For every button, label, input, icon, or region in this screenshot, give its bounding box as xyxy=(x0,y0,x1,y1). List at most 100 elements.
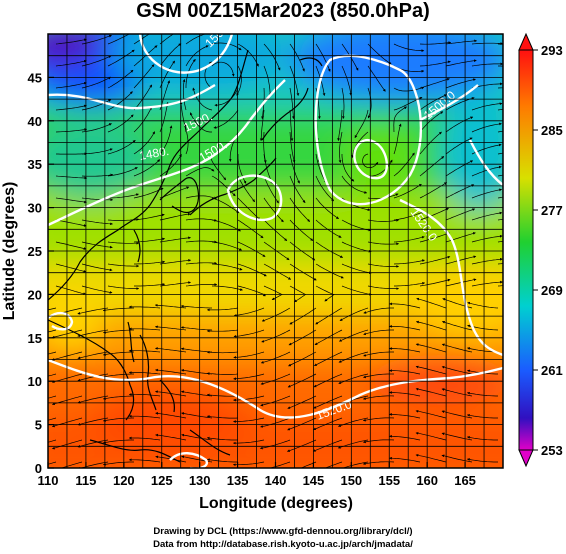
streamline xyxy=(48,373,57,377)
streamline xyxy=(48,329,57,333)
streamline xyxy=(159,43,182,67)
streamline xyxy=(263,285,283,301)
streamline xyxy=(81,173,114,177)
credit-drawing: Drawing by DCL (https://www.gfd-dennou.o… xyxy=(153,526,413,537)
streamline xyxy=(77,329,109,338)
streamline xyxy=(393,259,425,265)
streamline xyxy=(441,365,473,375)
streamline xyxy=(236,65,242,96)
streamline xyxy=(466,458,498,463)
streamline xyxy=(233,373,265,381)
streamline xyxy=(441,320,473,331)
streamline xyxy=(419,255,451,265)
streamline xyxy=(389,324,421,331)
streamline xyxy=(354,109,369,139)
streamline xyxy=(56,152,88,156)
streamline xyxy=(389,347,421,353)
streamline xyxy=(134,260,166,265)
streamline xyxy=(180,304,212,309)
colorbar-tick-label: 285 xyxy=(541,123,563,138)
streamline xyxy=(232,461,265,467)
streamline xyxy=(107,241,140,245)
streamline xyxy=(206,372,239,376)
streamline xyxy=(211,219,242,232)
streamline xyxy=(159,236,191,243)
streamline xyxy=(313,351,343,367)
streamline xyxy=(108,193,139,199)
streamline xyxy=(419,78,450,89)
streamline xyxy=(107,69,134,89)
streamline xyxy=(55,219,87,227)
streamline xyxy=(185,240,218,244)
streamline xyxy=(185,195,217,200)
streamline xyxy=(289,109,294,142)
streamline xyxy=(134,283,166,287)
streamline xyxy=(133,131,156,155)
streamline xyxy=(394,281,426,287)
streamline xyxy=(206,307,239,312)
streamline xyxy=(419,278,451,287)
y-tick-label: 35 xyxy=(28,157,42,172)
streamline xyxy=(419,60,451,67)
streamline xyxy=(107,140,136,155)
streamline xyxy=(184,123,189,155)
y-tick-label: 20 xyxy=(28,287,42,302)
streamline xyxy=(81,197,114,202)
streamline xyxy=(315,241,344,258)
streamline xyxy=(393,211,425,221)
streamline xyxy=(102,395,134,400)
streamline xyxy=(367,241,400,246)
streamline xyxy=(466,436,498,441)
streamline xyxy=(133,34,150,45)
streamline xyxy=(315,263,344,279)
streamline xyxy=(55,175,88,180)
streamline xyxy=(441,343,473,353)
y-axis: 0 5 10 15 20 25 30 35 40 45 xyxy=(28,70,54,476)
streamline xyxy=(48,351,57,355)
streamline xyxy=(55,104,87,111)
streamline xyxy=(128,371,161,375)
y-tick-label: 25 xyxy=(28,244,42,259)
streamline xyxy=(389,434,421,441)
streamline xyxy=(102,439,134,444)
streamline xyxy=(471,188,503,199)
streamline xyxy=(185,34,207,45)
streamline xyxy=(324,461,343,468)
streamline xyxy=(419,207,449,221)
streamline xyxy=(367,285,400,291)
streamline xyxy=(206,329,239,333)
streamline xyxy=(55,128,88,133)
colorbar-min-arrow xyxy=(518,449,534,468)
streamline xyxy=(466,391,498,397)
streamline xyxy=(81,148,113,155)
streamline xyxy=(313,373,343,388)
streamline xyxy=(107,91,133,111)
streamline xyxy=(237,285,266,297)
streamline xyxy=(233,329,265,338)
streamline xyxy=(419,156,445,177)
streamline xyxy=(48,461,57,465)
streamline xyxy=(289,197,311,222)
y-tick-label: 30 xyxy=(28,201,42,216)
streamline xyxy=(341,154,355,182)
streamline xyxy=(233,307,265,317)
streamline xyxy=(367,263,400,268)
streamline xyxy=(133,159,161,177)
streamline xyxy=(263,153,273,184)
streamline xyxy=(471,257,503,265)
streamline xyxy=(289,87,295,120)
streamline xyxy=(206,436,238,441)
streamline xyxy=(415,365,447,375)
streamline xyxy=(445,184,475,199)
streamline xyxy=(313,417,343,431)
streamline xyxy=(55,197,87,204)
x-tick-label: 115 xyxy=(75,473,96,488)
streamline xyxy=(367,219,400,222)
streamline xyxy=(287,395,317,409)
credit-data: Data from http://database.rish.kyoto-u.a… xyxy=(153,539,413,550)
streamline xyxy=(206,350,239,354)
streamline xyxy=(128,458,161,463)
colorbar-tick-label: 253 xyxy=(541,443,563,458)
x-axis-label: Longitude (degrees) xyxy=(199,495,353,512)
streamline xyxy=(81,34,112,45)
